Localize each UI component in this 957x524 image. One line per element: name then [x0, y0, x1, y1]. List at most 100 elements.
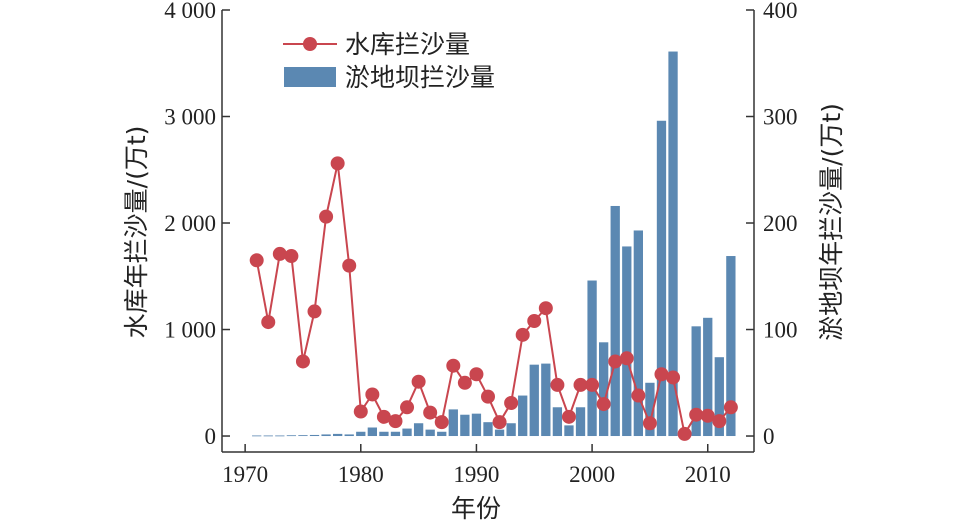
bar: [413, 423, 424, 437]
line-point: [596, 397, 611, 412]
bar: [286, 435, 297, 437]
y-left-tick-label: 1 000: [164, 318, 216, 343]
line-point: [400, 400, 415, 415]
bar: [460, 414, 470, 437]
bar: [390, 431, 401, 437]
line-point: [446, 358, 461, 373]
line-point: [434, 415, 449, 430]
bar: [379, 431, 389, 437]
x-tick-label: 1980: [338, 462, 384, 487]
y-left-tick-label: 0: [205, 424, 217, 449]
line-series: [249, 156, 738, 441]
bar: [367, 427, 377, 437]
legend-marker-swatch: [303, 37, 317, 51]
line-point: [689, 407, 704, 422]
legend-label-reservoir: 水库拦沙量: [345, 30, 470, 59]
legend-bar-swatch: [284, 67, 336, 87]
bar: [564, 425, 574, 437]
line-point: [411, 374, 426, 389]
line-point: [550, 377, 565, 392]
line-point: [469, 367, 484, 382]
line-point: [423, 405, 438, 420]
line-point: [388, 414, 403, 429]
y-left-tick-label: 4 000: [164, 0, 216, 23]
bar: [726, 256, 736, 437]
bar: [448, 409, 458, 437]
bar: [333, 433, 343, 437]
bar: [471, 413, 482, 437]
x-tick-label: 2000: [569, 462, 615, 487]
line-point: [342, 258, 357, 273]
line-point: [504, 396, 519, 411]
line-point: [376, 409, 391, 424]
bar: [298, 435, 308, 437]
bar: [356, 431, 366, 437]
y-left-tick-label: 3 000: [164, 105, 216, 130]
bar: [344, 434, 354, 437]
line-point: [619, 351, 634, 366]
bar: [263, 435, 273, 437]
bar: [252, 435, 262, 437]
bar: [437, 431, 447, 437]
line-point: [527, 313, 542, 328]
bar: [691, 326, 701, 437]
line-point: [307, 304, 322, 319]
line-point: [585, 377, 600, 392]
x-tick-label: 1990: [453, 462, 499, 487]
line-point: [666, 370, 681, 385]
bar: [599, 342, 609, 437]
bar: [714, 357, 724, 437]
line-point: [249, 253, 264, 268]
x-axis-label: 年份: [451, 494, 501, 523]
y-right-tick-label: 300: [763, 105, 798, 130]
line-point: [712, 414, 727, 429]
bar: [483, 422, 493, 437]
y-right-tick-label: 0: [763, 424, 775, 449]
bar: [518, 395, 528, 437]
line-point: [654, 367, 669, 382]
bar: [656, 120, 667, 437]
line-point: [573, 377, 588, 392]
line-point: [365, 387, 380, 402]
y-right-tick-label: 100: [763, 318, 798, 343]
line-point: [295, 354, 310, 369]
legend: 水库拦沙量 淤地坝拦沙量: [283, 30, 495, 92]
line-point: [538, 301, 553, 316]
bar: [575, 407, 586, 437]
line-point: [457, 375, 472, 390]
x-tick-label: 1970: [222, 462, 268, 487]
line-point: [353, 404, 368, 419]
bar: [541, 363, 551, 437]
bar: [321, 434, 331, 437]
line-point: [261, 315, 276, 330]
line-point: [330, 156, 345, 171]
line-point: [700, 408, 715, 423]
bar: [494, 429, 505, 437]
axes: [221, 9, 755, 453]
bar: [587, 280, 597, 437]
bar: [610, 205, 620, 437]
bar-series: [252, 51, 736, 437]
line-point: [642, 416, 657, 431]
x-tick-label: 2010: [685, 462, 731, 487]
bar: [645, 382, 655, 437]
y-axis-left-label: 水库年拦沙量/(万t): [122, 126, 151, 339]
tick-labels: 0 1 000 2 000 3 000 4 000 0 100 200 300 400 1970 19…: [164, 0, 797, 487]
bar: [633, 230, 643, 437]
legend-label-checkdam: 淤地坝拦沙量: [345, 63, 495, 92]
bar: [529, 364, 539, 437]
bar: [402, 428, 412, 437]
bar: [552, 407, 563, 437]
bar: [275, 435, 285, 437]
line-point: [319, 209, 334, 224]
y-right-tick-label: 200: [763, 211, 798, 236]
bar: [506, 423, 516, 437]
bar: [703, 317, 713, 437]
line-point: [481, 389, 495, 404]
line-point: [515, 327, 530, 342]
line-point: [677, 426, 692, 441]
bar: [668, 51, 678, 437]
series-line: [255, 163, 732, 437]
y-axis-right-label: 淤地坝年拦沙量/(万t): [817, 103, 846, 341]
